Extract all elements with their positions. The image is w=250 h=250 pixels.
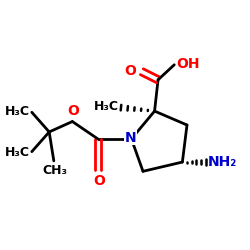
Text: N: N [124, 131, 136, 145]
Text: O: O [124, 64, 136, 78]
Text: H₃C: H₃C [4, 104, 29, 118]
Text: OH: OH [176, 56, 200, 70]
Text: H₃C: H₃C [4, 146, 29, 159]
Text: O: O [68, 104, 80, 118]
Text: H₃C: H₃C [94, 100, 119, 113]
Text: NH₂: NH₂ [208, 155, 237, 169]
Text: O: O [93, 174, 105, 188]
Text: CH₃: CH₃ [42, 164, 68, 177]
